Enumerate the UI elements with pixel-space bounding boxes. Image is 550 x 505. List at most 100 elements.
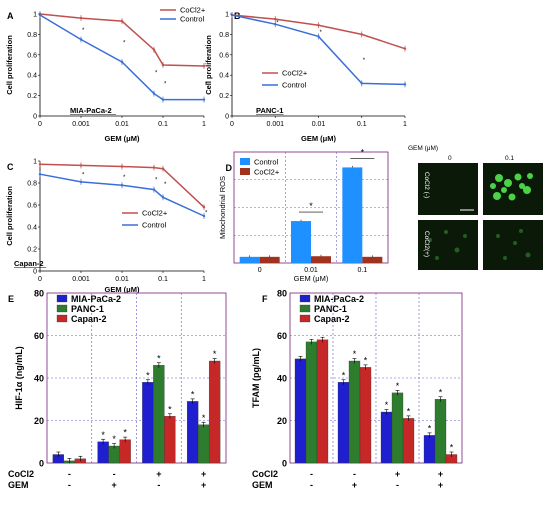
condition-sign-gem-E: - (157, 480, 160, 490)
fluorescent-cell (525, 252, 531, 258)
y-axis-title-D: Mitochondrial ROS (218, 176, 227, 239)
data-point-B (403, 83, 407, 86)
legend-swatch-D-1 (240, 168, 250, 175)
significance-star-E: * (101, 430, 105, 440)
bar-D-0 (239, 256, 260, 263)
condition-sign-cocl2-E: + (156, 469, 161, 479)
y-tick-label-E: 0 (39, 459, 44, 469)
significance-star-C: * (123, 175, 126, 181)
x-tick-label-A: 1 (202, 121, 206, 128)
condition-sign-cocl2-E: - (113, 469, 116, 479)
x-tick-label-D: 0.1 (357, 267, 367, 274)
bar-D-0 (342, 167, 363, 263)
data-point-A (120, 60, 124, 64)
data-point-A (202, 98, 206, 101)
condition-sign-cocl2-F: + (438, 469, 443, 479)
data-point-B (403, 47, 407, 50)
y-tick-label-B: 0.6 (219, 52, 229, 59)
fluorescent-cell (527, 173, 533, 179)
data-point-A (161, 63, 165, 67)
bar-E-0 (186, 401, 199, 464)
series-line-C-0 (39, 163, 205, 208)
bar-E-2 (208, 360, 221, 464)
y-tick-label-E: 40 (34, 374, 44, 384)
bar-F-0 (337, 382, 350, 464)
y-tick-label-F: 0 (282, 459, 287, 469)
y-tick-label-A: 0 (33, 114, 37, 121)
bar-E-1 (153, 365, 165, 464)
micrograph-panel (418, 220, 478, 270)
y-tick-label-C: 0.2 (27, 247, 37, 254)
data-point-A (161, 98, 165, 101)
legend-label-B-1: Control (282, 81, 307, 90)
legend-label-A-0: CoCl2+ (180, 6, 206, 15)
significance-star-F: * (428, 423, 432, 433)
fluorescent-cell (519, 183, 525, 189)
data-point-A (120, 19, 124, 23)
significance-star-A: * (82, 28, 85, 34)
y-tick-label-A: 1 (33, 12, 37, 19)
bar-E-1 (197, 424, 210, 464)
y-axis-title-F: TFAM (pg/mL) (251, 348, 261, 408)
x-tick-label-A: 0.1 (158, 121, 168, 128)
y-tick-label-F: 60 (277, 331, 287, 341)
legend-swatch-F-2 (299, 314, 311, 323)
x-tick-label-C: 0 (38, 276, 42, 283)
data-point-C (79, 164, 83, 167)
y-tick-label-C: 1 (33, 159, 37, 166)
legend-label-C-0: CoCl2+ (142, 209, 168, 218)
row-label-cocl2-F: CoCl2 (252, 469, 278, 479)
significance-star-E: * (123, 428, 127, 438)
x-tick-label-B: 0.001 (266, 121, 284, 128)
micrograph-row-1: CoCl2(+) (423, 231, 430, 257)
data-point-C (202, 206, 206, 209)
bar-E-0 (142, 382, 154, 464)
bar-D-1 (362, 256, 383, 263)
micrograph-title: GEM (μM) (408, 145, 438, 152)
significance-star-D: * (309, 201, 313, 211)
significance-star-F: * (439, 387, 443, 397)
y-tick-label-C: 0.4 (27, 225, 37, 232)
x-tick-label-B: 1 (403, 121, 407, 128)
y-tick-label-C: 0.8 (27, 181, 37, 188)
data-point-C (38, 163, 42, 166)
panel-label-E: E (8, 294, 14, 304)
data-point-C (79, 180, 83, 184)
fluorescent-cell (523, 186, 531, 194)
y-tick-label-A: 0.6 (27, 52, 37, 59)
y-tick-label-C: 0 (33, 269, 37, 276)
bar-F-2 (402, 418, 415, 464)
data-point-A (202, 64, 206, 68)
micrograph-col-0: 0 (448, 155, 452, 162)
y-tick-label-B: 0.4 (219, 73, 229, 80)
significance-star-E: * (157, 353, 161, 363)
x-tick-label-C: 0.01 (115, 276, 129, 283)
fluorescent-cell (496, 234, 500, 238)
bar-D-1 (311, 256, 331, 263)
legend-label-F-1: PANC-1 (314, 304, 347, 314)
data-point-C (120, 165, 124, 168)
significance-star-F: * (407, 406, 411, 416)
fluorescent-cell (513, 241, 517, 245)
y-tick-label-A: 0.4 (27, 73, 37, 80)
bar-F-0 (423, 435, 436, 464)
bar-F-1 (391, 392, 404, 464)
row-label-gem-E: GEM (8, 480, 29, 490)
cell-line-label-A: MIA-PaCa-2 (70, 106, 112, 115)
fluorescent-cell (495, 174, 503, 182)
data-point-A (38, 13, 42, 17)
y-tick-label-B: 1 (225, 12, 229, 19)
fluorescent-cell (493, 192, 501, 200)
bar-D-0 (291, 221, 311, 263)
data-point-A (152, 92, 156, 95)
significance-star-C: * (155, 178, 158, 184)
legend-label-A-1: Control (180, 15, 205, 24)
data-point-B (360, 82, 363, 85)
condition-sign-cocl2-E: + (201, 469, 206, 479)
legend-label-D-1: CoCl2+ (254, 168, 280, 177)
significance-star-E: * (191, 389, 195, 399)
significance-star-A: * (123, 41, 126, 47)
legend-label-E-2: Capan-2 (71, 314, 107, 324)
significance-star-F: * (450, 443, 454, 453)
